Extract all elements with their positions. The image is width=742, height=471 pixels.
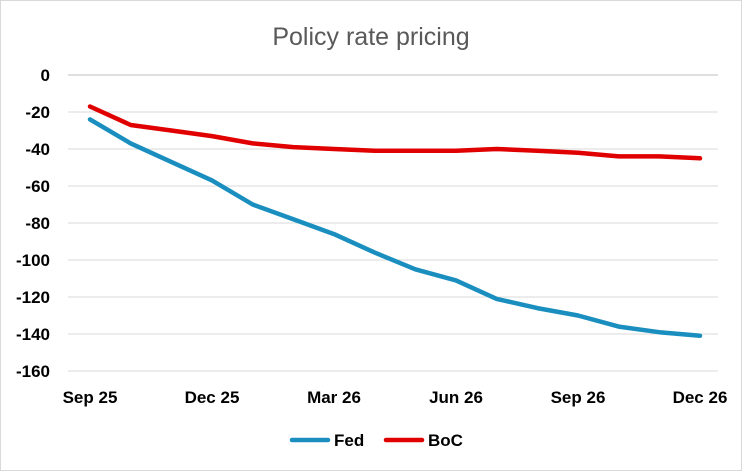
series-lines [87, 104, 703, 339]
y-tick-label: -160 [16, 362, 50, 381]
series-line-boc [87, 104, 703, 161]
y-tick-label: 0 [41, 66, 50, 85]
y-tick-label: -40 [25, 140, 50, 159]
y-tick-label: -100 [16, 251, 50, 270]
legend-label-fed: Fed [334, 431, 364, 450]
y-tick-label: -140 [16, 325, 50, 344]
chart-title: Policy rate pricing [272, 23, 469, 51]
y-tick-label: -120 [16, 288, 50, 307]
x-tick-label: Mar 26 [307, 388, 361, 407]
axes: 0 -20 -40 -60 -80 -100 -120 -140 -160 Sep 25 Dec 2… [16, 66, 727, 407]
x-tick-label: Dec 25 [185, 388, 240, 407]
series-line-fed [87, 117, 703, 339]
x-tick-label: Jun 26 [429, 388, 483, 407]
x-tick-label: Sep 26 [551, 388, 606, 407]
y-tick-label: -60 [25, 177, 50, 196]
y-tick-label: -80 [25, 214, 50, 233]
legend: Fed BoC [289, 431, 463, 450]
y-tick-label: -20 [25, 103, 50, 122]
x-tick-label: Sep 25 [63, 388, 118, 407]
x-tick-label: Dec 26 [673, 388, 728, 407]
legend-label-boc: BoC [428, 431, 463, 450]
